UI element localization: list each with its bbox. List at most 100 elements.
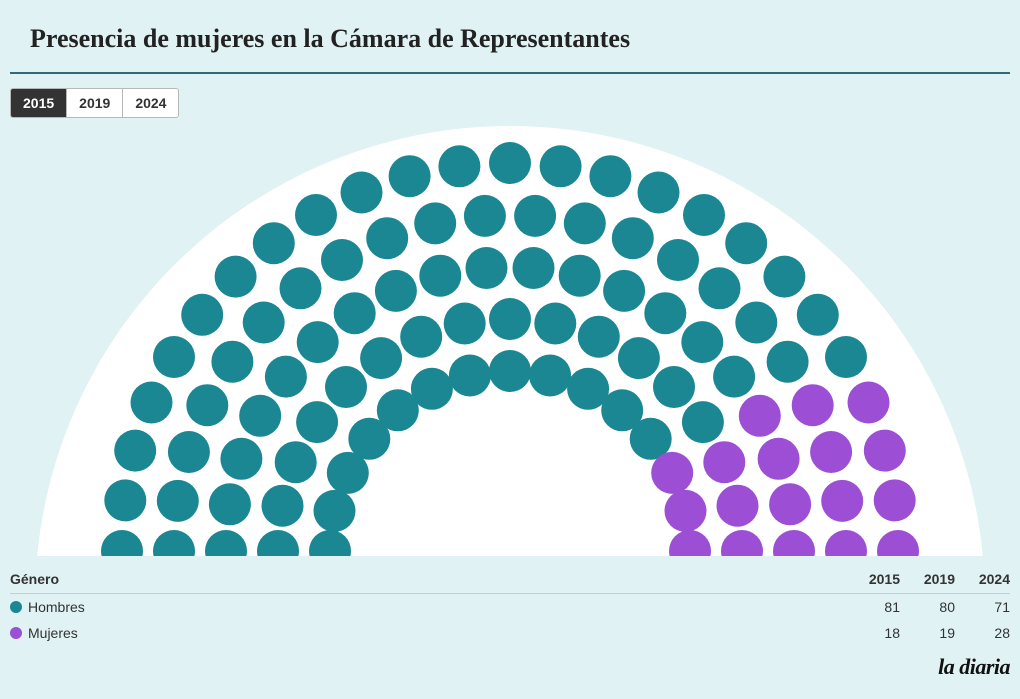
seat bbox=[534, 303, 576, 345]
seat bbox=[810, 431, 852, 473]
table-row: Mujeres 18 19 28 bbox=[10, 620, 1010, 646]
summary-table: Género 2015 2019 2024 Hombres 81 80 71 M… bbox=[10, 556, 1010, 650]
seat bbox=[131, 382, 173, 424]
seat bbox=[321, 239, 363, 281]
seat bbox=[419, 255, 461, 297]
seat bbox=[848, 382, 890, 424]
table-header: Género 2015 2019 2024 bbox=[10, 566, 1010, 594]
seat bbox=[296, 401, 338, 443]
seat bbox=[444, 303, 486, 345]
seat bbox=[341, 172, 383, 214]
seat bbox=[825, 336, 867, 378]
seat bbox=[314, 490, 356, 532]
seat bbox=[375, 270, 417, 312]
seat bbox=[400, 316, 442, 358]
seat bbox=[220, 438, 262, 480]
header-year-0: 2015 bbox=[845, 571, 900, 587]
seat bbox=[262, 485, 304, 527]
seat bbox=[792, 384, 834, 426]
seat bbox=[721, 530, 763, 556]
seat bbox=[438, 145, 480, 187]
year-tabs: 2015 2019 2024 bbox=[10, 88, 179, 118]
seat bbox=[653, 366, 695, 408]
seat bbox=[325, 366, 367, 408]
chart-title: Presencia de mujeres en la Cámara de Rep… bbox=[30, 24, 990, 54]
seat bbox=[489, 298, 531, 340]
seat bbox=[578, 316, 620, 358]
header-year-2: 2024 bbox=[955, 571, 1010, 587]
seat bbox=[864, 430, 906, 472]
seat bbox=[638, 172, 680, 214]
seat bbox=[874, 479, 916, 521]
seat bbox=[309, 530, 351, 556]
seat bbox=[243, 302, 285, 344]
seat bbox=[825, 530, 867, 556]
seat bbox=[280, 267, 322, 309]
seat bbox=[735, 302, 777, 344]
title-bar: Presencia de mujeres en la Cámara de Rep… bbox=[10, 10, 1010, 74]
cell: 81 bbox=[845, 599, 900, 615]
seat bbox=[877, 530, 919, 556]
seat bbox=[297, 321, 339, 363]
tab-2015[interactable]: 2015 bbox=[11, 89, 67, 117]
table-row: Hombres 81 80 71 bbox=[10, 594, 1010, 620]
seat bbox=[334, 292, 376, 334]
cell: 19 bbox=[900, 625, 955, 641]
seat bbox=[513, 247, 555, 289]
seat bbox=[540, 145, 582, 187]
cell: 28 bbox=[955, 625, 1010, 641]
row-label: Hombres bbox=[28, 599, 85, 615]
cell: 80 bbox=[900, 599, 955, 615]
seat bbox=[211, 341, 253, 383]
seat bbox=[821, 480, 863, 522]
tab-2024[interactable]: 2024 bbox=[123, 89, 178, 117]
seat bbox=[713, 356, 755, 398]
tab-2019[interactable]: 2019 bbox=[67, 89, 123, 117]
seat bbox=[205, 530, 247, 556]
seat bbox=[464, 195, 506, 237]
seat bbox=[763, 256, 805, 298]
seat bbox=[101, 530, 143, 556]
seat bbox=[665, 490, 707, 532]
seat bbox=[114, 430, 156, 472]
seat bbox=[644, 292, 686, 334]
header-year-1: 2019 bbox=[900, 571, 955, 587]
seat bbox=[651, 452, 693, 494]
seat bbox=[253, 222, 295, 264]
seat bbox=[529, 355, 571, 397]
seat bbox=[168, 431, 210, 473]
seat bbox=[589, 155, 631, 197]
seat bbox=[104, 479, 146, 521]
seat bbox=[209, 483, 251, 525]
seat bbox=[186, 384, 228, 426]
seat bbox=[411, 368, 453, 410]
seat bbox=[699, 267, 741, 309]
header-label: Género bbox=[10, 571, 845, 587]
seat bbox=[489, 142, 531, 184]
seat bbox=[725, 222, 767, 264]
seat bbox=[603, 270, 645, 312]
seat bbox=[758, 438, 800, 480]
seat bbox=[739, 395, 781, 437]
seat bbox=[449, 355, 491, 397]
legend-dot-mujeres bbox=[10, 627, 22, 639]
seat bbox=[681, 321, 723, 363]
seat bbox=[466, 247, 508, 289]
seat bbox=[683, 194, 725, 236]
legend-dot-hombres bbox=[10, 601, 22, 613]
seat bbox=[489, 350, 531, 392]
seat bbox=[275, 441, 317, 483]
seat bbox=[618, 337, 660, 379]
seat bbox=[717, 485, 759, 527]
cell: 18 bbox=[845, 625, 900, 641]
seat bbox=[559, 255, 601, 297]
cell: 71 bbox=[955, 599, 1010, 615]
seat bbox=[682, 401, 724, 443]
seat bbox=[767, 341, 809, 383]
seat bbox=[414, 202, 456, 244]
seat bbox=[389, 155, 431, 197]
seat bbox=[769, 483, 811, 525]
seat bbox=[257, 530, 299, 556]
seat bbox=[514, 195, 556, 237]
seat bbox=[157, 480, 199, 522]
